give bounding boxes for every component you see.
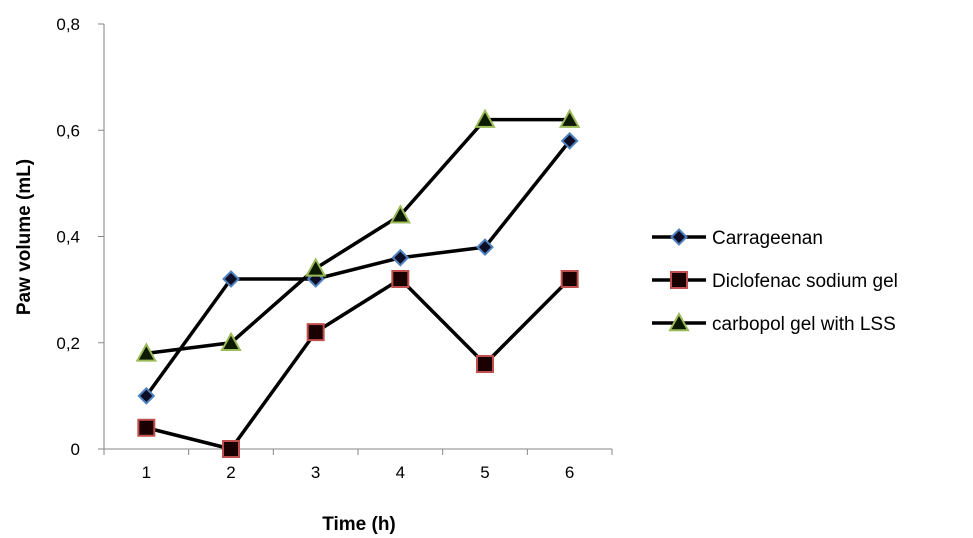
data-point-carbopol-gel-with-lss: [389, 204, 412, 224]
x-tick-label: 3: [311, 463, 320, 482]
y-axis-title: Paw volume (mL): [14, 159, 35, 315]
data-point-carbopol-gel-with-lss: [304, 257, 327, 277]
legend: Carrageenan Diclofenac sodium gel carbopol…: [652, 228, 898, 335]
legend-label: Carrageenan: [712, 228, 823, 249]
legend-item-carbopol-gel-with-lss: carbopol gel with LSS: [652, 311, 896, 335]
data-point-diclofenac-sodium-gel: [306, 323, 325, 342]
data-point-carrageenan: [560, 131, 579, 150]
series-line-carbopol-gel-with-lss: [146, 117, 570, 356]
data-point-diclofenac-sodium-gel: [391, 270, 410, 288]
y-tick-label: 0: [71, 440, 80, 459]
y-tick-label: 0,8: [56, 15, 80, 34]
x-tick-label: 4: [396, 463, 405, 482]
data-point-carrageenan: [137, 386, 156, 405]
legend-item-diclofenac-sodium-gel: Diclofenac sodium gel: [652, 271, 898, 292]
x-axis-title: Time (h): [322, 514, 396, 535]
x-tick-label: 6: [565, 463, 574, 482]
x-tick-label: 1: [142, 463, 151, 482]
data-point-diclofenac-sodium-gel: [222, 440, 240, 458]
legend-item-carrageenan: Carrageenan: [652, 228, 823, 249]
y-tick-label: 0,6: [56, 121, 80, 140]
data-point-carrageenan: [222, 270, 240, 288]
x-tick-label: 2: [226, 463, 235, 482]
series-line-carrageenan: [144, 139, 572, 397]
data-point-diclofenac-sodium-gel: [560, 270, 579, 288]
data-point-carrageenan: [391, 248, 410, 267]
legend-swatch-marker: [668, 311, 690, 332]
series-markers: [135, 108, 581, 458]
legend-label: carbopol gel with LSS: [712, 314, 896, 335]
chart-axes: 0 0,2 0,4 0,6 0,8 1 2 3 4 5 6: [56, 15, 613, 482]
data-point-carbopol-gel-with-lss: [135, 342, 158, 362]
series-lines: [144, 117, 572, 451]
y-tick-label: 0,4: [56, 228, 80, 247]
series-line-diclofenac-sodium-gel: [145, 277, 571, 451]
data-point-carbopol-gel-with-lss: [220, 331, 242, 351]
data-point-carbopol-gel-with-lss: [474, 108, 496, 128]
legend-swatch-marker: [670, 271, 688, 289]
data-point-diclofenac-sodium-gel: [476, 355, 494, 373]
y-tick-label: 0,2: [56, 334, 80, 353]
data-point-carrageenan: [476, 238, 494, 257]
x-tick-label: 5: [480, 463, 489, 482]
legend-swatch-marker: [670, 228, 688, 246]
legend-label: Diclofenac sodium gel: [712, 271, 898, 292]
data-point-carbopol-gel-with-lss: [558, 108, 581, 128]
data-point-diclofenac-sodium-gel: [137, 418, 156, 437]
